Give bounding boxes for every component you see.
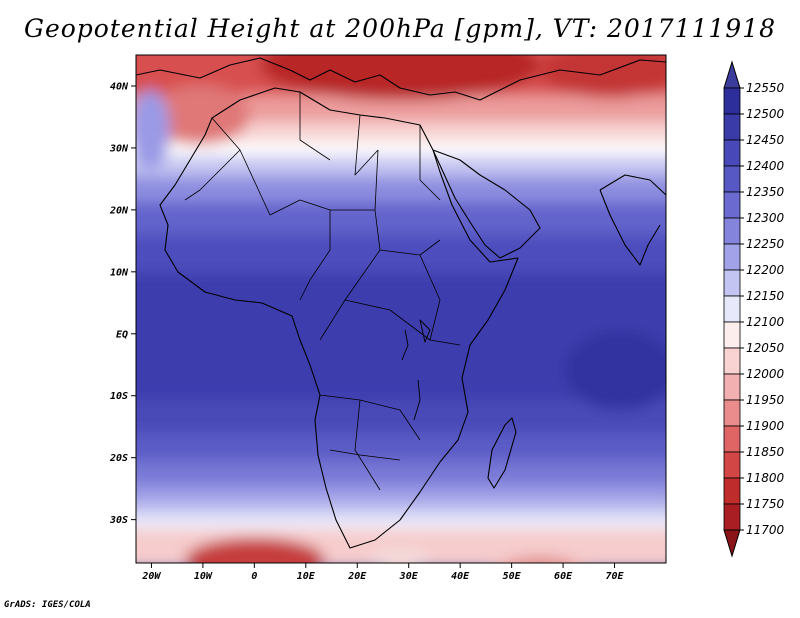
colorbar-label: 12100: [746, 315, 785, 329]
india-outline: [599, 174, 666, 266]
colorbar-segment: [723, 87, 741, 115]
colorbar-label: 11750: [746, 497, 785, 511]
colorbar-label: 11900: [746, 419, 785, 433]
lat-tick-label: 10S: [110, 391, 128, 402]
lon-tick-label: 20E: [347, 571, 367, 582]
colorbar-segment: [723, 347, 741, 375]
lat-tick-label: 10N: [110, 267, 129, 278]
lon-tick-label: 10W: [194, 571, 213, 582]
colorbar-label: 12050: [746, 341, 785, 355]
lon-tick-label: 20W: [141, 571, 161, 582]
colorbar-segment: [723, 217, 741, 245]
colorbar-label: 12550: [746, 81, 785, 95]
colorbar-segment: [723, 295, 741, 323]
colorbar-label: 11850: [746, 445, 785, 459]
colorbar-segment: [723, 113, 741, 141]
lon-tick-label: 10E: [297, 571, 316, 582]
lat-tick-label: EQ: [116, 329, 128, 340]
geopotential-field: [136, 55, 666, 563]
lat-tick-label: 20S: [109, 453, 128, 464]
colorbar-label: 12450: [746, 133, 785, 147]
colorbar-label: 12150: [746, 289, 785, 303]
colorbar-top-arrow: [723, 60, 741, 89]
colorbar-segment: [723, 503, 741, 531]
colorbar-label: 12000: [746, 367, 785, 381]
colorbar-segment: [723, 425, 741, 453]
colorbar: 12550 12500 12450 12400 12350 12300 12250 12200…: [723, 60, 785, 558]
colorbar-label: 12350: [746, 185, 785, 199]
colorbar-label: 12300: [746, 211, 785, 225]
lon-tick-label: 60E: [554, 571, 573, 582]
lat-tick-label: 30S: [109, 515, 128, 526]
colorbar-segment: [723, 165, 741, 193]
colorbar-segment: [723, 399, 741, 427]
colorbar-segment: [723, 191, 741, 219]
colorbar-label: 12500: [746, 107, 785, 121]
grads-credit: GrADS: IGES/COLA: [4, 600, 91, 610]
madagascar-outline: [487, 417, 517, 489]
lon-tick-label: 50E: [503, 571, 522, 582]
lon-tick-label: 40E: [451, 571, 470, 582]
colorbar-segment: [723, 321, 741, 349]
borders: [184, 92, 461, 491]
colorbar-segment: [723, 243, 741, 271]
rift-lakes: [401, 319, 431, 421]
colorbar-label: 12250: [746, 237, 785, 251]
axis-ticks: 20W 10W 0 10E 20E 30E 40E 50E 60E 70E 40N 30N 20N 10N…: [109, 81, 625, 582]
lat-tick-label: 30N: [109, 143, 129, 154]
colorbar-label: 11950: [746, 393, 785, 407]
map-title: Geopotential Height at 200hPa [gpm], VT:…: [23, 14, 777, 43]
colorbar-segment: [723, 373, 741, 401]
colorbar-label: 12400: [746, 159, 785, 173]
coastline-borders: [136, 57, 666, 549]
africa-coastline: [159, 87, 519, 549]
colorbar-segment: [723, 139, 741, 167]
arabian-peninsula-outline: [432, 149, 541, 259]
colorbar-label: 12200: [746, 263, 785, 277]
lon-tick-label: 30E: [399, 571, 419, 582]
lon-tick-label: 0: [251, 571, 257, 582]
colorbar-segment: [723, 477, 741, 505]
colorbar-label: 11800: [746, 471, 785, 485]
colorbar-label: 11700: [746, 523, 785, 537]
colorbar-segment: [723, 451, 741, 479]
lat-tick-label: 20N: [109, 205, 129, 216]
europe-coast: [136, 57, 666, 101]
colorbar-segment: [723, 269, 741, 297]
colorbar-bottom-arrow: [723, 529, 741, 558]
map-frame: [135, 54, 667, 564]
lat-tick-label: 40N: [110, 81, 129, 92]
lon-tick-label: 70E: [606, 571, 625, 582]
